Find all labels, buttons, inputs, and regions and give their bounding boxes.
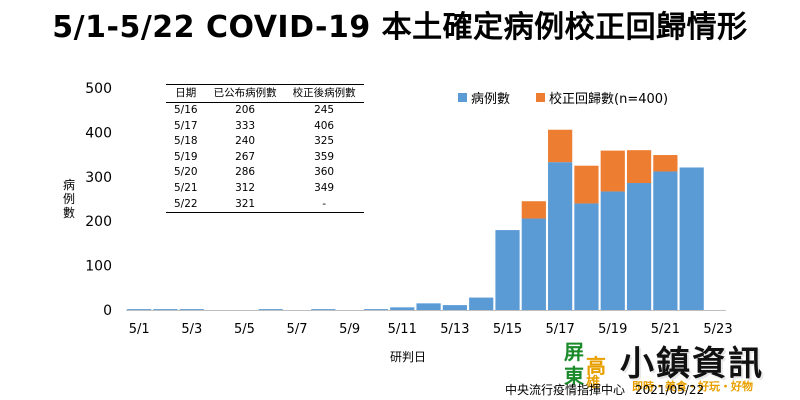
- bar-reported: [153, 309, 178, 310]
- legend-label-corrected: 校正回歸數(n=400): [549, 92, 669, 107]
- x-tick-label: 5/9: [339, 322, 360, 337]
- bar-reported: [442, 305, 467, 310]
- logo-badge-char: 東: [564, 364, 584, 388]
- x-tick-label: 5/7: [287, 322, 308, 337]
- logo-badge-char: 高: [586, 354, 606, 378]
- x-tick-label: 5/15: [493, 322, 522, 337]
- table-cell-reported: 286: [235, 166, 256, 179]
- table-row: 5/17 333 406: [166, 119, 364, 135]
- y-tick-label: 0: [103, 303, 112, 319]
- source-line: 中央流行疫情指揮中心 2021/05/22: [505, 381, 704, 398]
- x-tick-label: 5/13: [440, 322, 469, 337]
- table-row: 5/20 286 360: [166, 165, 364, 181]
- table-cell-date: 5/22: [166, 196, 206, 214]
- y-tick-label: 100: [85, 259, 112, 275]
- bar-reported: [179, 309, 204, 310]
- table-cell-reported: 240: [235, 135, 256, 148]
- bar-reported: [363, 309, 389, 310]
- bar-corrected: [600, 150, 625, 192]
- legend-swatch-corrected: [536, 93, 546, 102]
- x-tick-label: 5/1: [129, 322, 150, 337]
- table-cell-corrected: 359: [314, 150, 335, 163]
- table-cell-corrected: 406: [314, 119, 335, 132]
- y-tick-label: 500: [85, 81, 112, 97]
- table-row: 5/21 312 349: [166, 181, 364, 197]
- bar-reported: [311, 309, 336, 310]
- table-cell-reported: 267: [235, 150, 256, 163]
- legend-swatch-reported: [458, 93, 467, 102]
- bar-reported: [521, 218, 546, 310]
- bar-reported: [574, 203, 599, 310]
- source-date: 2021/05/22: [635, 383, 705, 397]
- table-cell-date: 5/19: [174, 150, 198, 163]
- bar-reported: [127, 309, 152, 310]
- legend-item-reported: 病例數: [458, 88, 510, 107]
- table-row: 5/16 206 245: [166, 103, 364, 119]
- y-tick-label: 300: [85, 170, 112, 186]
- y-tick-label: 200: [85, 214, 112, 230]
- x-tick-label: 5/21: [651, 322, 680, 337]
- bar-reported: [416, 303, 441, 310]
- legend: 病例數 校正回歸數(n=400): [458, 88, 668, 107]
- table-row: 5/19 267 359: [166, 150, 364, 166]
- bar-reported: [548, 162, 573, 310]
- table-cell-date: 5/20: [174, 166, 198, 179]
- legend-label-reported: 病例數: [471, 92, 511, 107]
- x-tick-label: 5/17: [546, 322, 575, 337]
- table-cell-corrected: 349: [314, 181, 335, 194]
- chart-title: 5/1-5/22 COVID-19 本土確定病例校正回歸情形: [52, 10, 748, 45]
- x-tick-label: 5/11: [388, 322, 417, 337]
- bar-reported: [626, 183, 652, 310]
- bar-reported: [390, 307, 415, 310]
- x-tick-label: 5/5: [234, 322, 255, 337]
- bar-corrected: [548, 129, 573, 163]
- table-row: 5/18 240 325: [166, 134, 364, 150]
- x-tick-label: 5/3: [181, 322, 202, 337]
- table-cell-corrected: 245: [314, 104, 335, 116]
- table-cell-corrected: -: [284, 196, 364, 214]
- logo-badge-char: 屏: [564, 340, 584, 364]
- bar-reported: [258, 309, 283, 310]
- watermark-logo: 屏 高 東 雄 小鎮資訊 即時・美食・好玩・好物: [562, 334, 798, 396]
- table-cell-date: 5/21: [174, 181, 198, 194]
- bar-reported: [495, 230, 520, 310]
- table-row: 5/22 321-: [166, 196, 364, 214]
- bar-reported: [679, 167, 704, 310]
- bar-reported: [469, 297, 494, 310]
- x-tick-label: 5/19: [598, 322, 627, 337]
- table-header-reported: 已公布病例數: [205, 84, 285, 103]
- bar-corrected: [574, 165, 599, 204]
- x-axis-label: 研判日: [390, 350, 427, 364]
- bar-corrected: [521, 201, 546, 219]
- y-tick-label: 400: [85, 125, 112, 141]
- table-header-date: 日期: [166, 84, 206, 103]
- logo-badge-char: 雄: [586, 375, 600, 391]
- bar-corrected: [653, 155, 678, 172]
- logo-name: 小鎮資訊: [620, 344, 764, 384]
- logo-tags: 即時・美食・好玩・好物: [632, 380, 753, 393]
- logo-badge: 屏 高 東 雄: [562, 336, 614, 391]
- source-text: 中央流行疫情指揮中心: [505, 383, 626, 397]
- table-cell-corrected: 360: [314, 166, 335, 179]
- table-header-corrected: 校正後病例數: [284, 84, 364, 103]
- correction-table: 日期 已公布病例數 校正後病例數 5/16 206 245 5/17 333 406 5…: [166, 84, 364, 214]
- x-tick-label: 5/23: [703, 322, 732, 337]
- table-cell-corrected: 325: [314, 135, 335, 148]
- table-cell-date: 5/17: [174, 119, 198, 132]
- bar-corrected: [626, 150, 652, 184]
- y-axis-label: 病例數: [62, 178, 75, 220]
- table-cell-reported: 312: [235, 181, 256, 194]
- bar-reported: [600, 191, 625, 310]
- table-cell-reported: 333: [235, 119, 256, 132]
- legend-item-corrected: 校正回歸數(n=400): [536, 88, 668, 107]
- table-cell-date: 5/18: [174, 135, 198, 148]
- table-cell-date: 5/16: [174, 104, 198, 116]
- bar-reported: [653, 171, 678, 310]
- table-cell-reported: 321: [205, 196, 285, 214]
- table-cell-reported: 206: [235, 104, 256, 116]
- table-header-row: 日期 已公布病例數 校正後病例數: [166, 84, 364, 103]
